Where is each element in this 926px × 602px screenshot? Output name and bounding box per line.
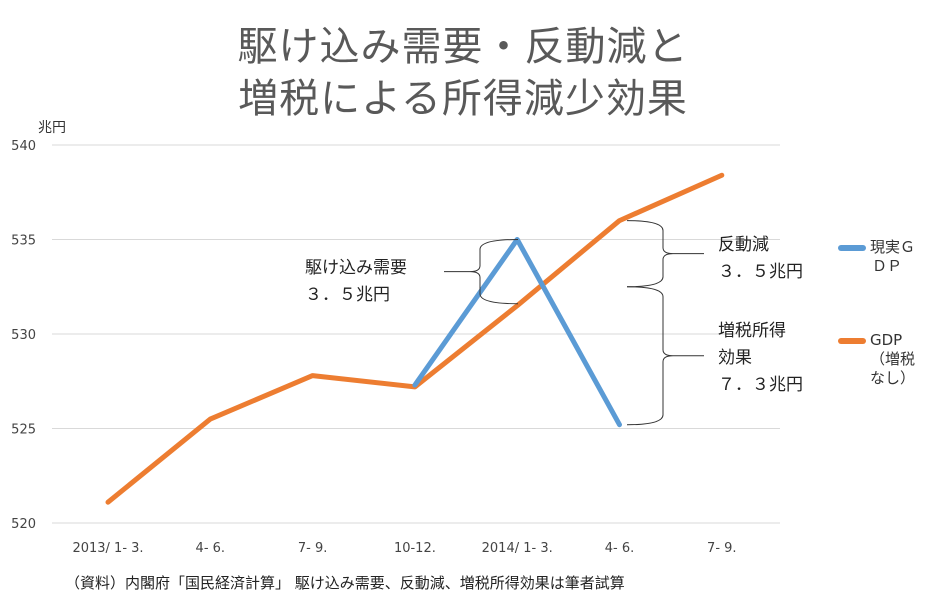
legend-item-actual-gdp: 現実Ｇ ＤＰ: [838, 238, 915, 276]
annotation-kakekomi-title: 駆け込み需要: [305, 258, 407, 278]
y-tick-label: 535: [11, 234, 36, 249]
y-tick-label: 525: [11, 423, 36, 438]
brace-handou: [626, 220, 674, 288]
legend-label-line: ＤＰ: [872, 257, 903, 275]
x-tick-label: 2014/ 1- 3.: [482, 541, 553, 556]
annotation-kakekomi-value: ３．５兆円: [305, 285, 390, 305]
annotation-zouzei-subtitle: 効果: [718, 348, 752, 368]
annotation-handou-title: 反動減: [718, 235, 769, 255]
annotation-zouzei-title: 増税所得: [718, 321, 786, 341]
series-line-actual-gdp: [412, 237, 622, 428]
y-tick-label: 540: [11, 139, 36, 154]
y-tick-label: 530: [11, 328, 36, 343]
y-tick-label: 520: [11, 517, 36, 532]
x-tick-label: 10-12.: [394, 541, 436, 556]
x-tick-label: 2013/ 1- 3.: [72, 541, 143, 556]
brace-zouzei: [626, 286, 674, 426]
legend-label-actual-gdp: 現実Ｇ ＤＰ: [870, 238, 915, 276]
y-axis-unit-label: 兆円: [38, 120, 66, 136]
series-line-gdp-no-tax: [105, 172, 725, 505]
legend-swatch-gdp-no-tax: [838, 338, 866, 344]
x-tick-label: 7- 9.: [298, 541, 328, 556]
x-tick-label: 7- 9.: [707, 541, 737, 556]
legend-label-line: なし）: [870, 369, 916, 387]
legend-label-line: （増税: [870, 350, 916, 368]
legend-swatch-actual-gdp: [838, 245, 866, 251]
annotation-zouzei-value: ７．３兆円: [718, 375, 803, 395]
x-tick-label: 4- 6.: [196, 541, 226, 556]
annotation-handou-value: ３．５兆円: [718, 262, 803, 282]
legend-label-line: GDP: [870, 331, 903, 349]
source-note: （資料）内閣府「国民経済計算」 駆け込み需要、反動減、増税所得効果は筆者試算: [65, 574, 625, 592]
legend-item-gdp-no-tax: GDP （増税 なし）: [838, 331, 915, 388]
x-tick-label: 4- 6.: [605, 541, 635, 556]
chart-title-line1: 駆け込み需要・反動減と: [237, 24, 689, 70]
chart-title-line2: 増税による所得減少効果: [238, 76, 688, 122]
legend-label-gdp-no-tax: GDP （増税 なし）: [870, 331, 915, 388]
legend-label-line: 現実Ｇ: [870, 238, 916, 256]
